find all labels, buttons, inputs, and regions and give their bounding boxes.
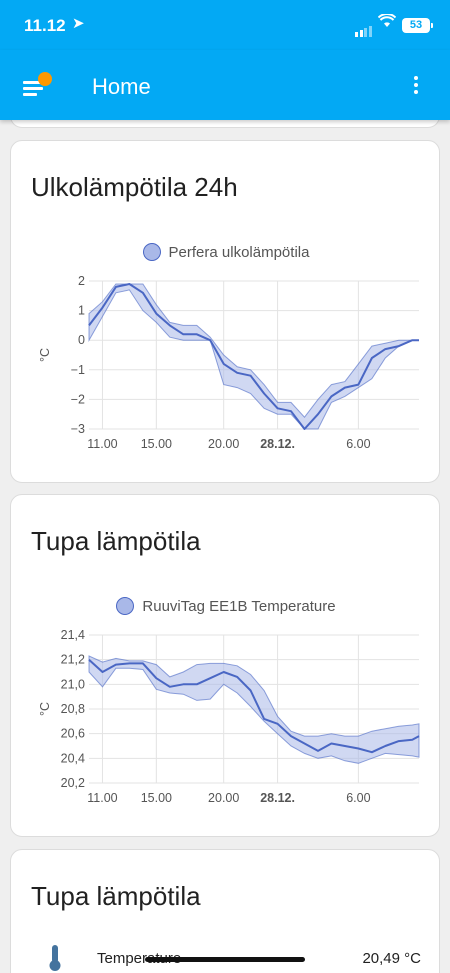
entities-card: Tupa lämpötila Temperature 20,49 °C <box>10 849 440 973</box>
legend-label: RuuviTag EE1B Temperature <box>142 598 336 615</box>
y-axis-label: °C <box>38 348 52 362</box>
outdoor-temperature-chart[interactable]: 2 1 0 −1 −2 −311.00 15.00 20.00 28.12. 6.00 °C <box>11 269 440 479</box>
min-max-band <box>88 283 419 430</box>
y-tick-label: 21,2 <box>61 653 85 667</box>
app-bar: Home <box>0 50 450 120</box>
y-tick-label: 1 <box>78 304 85 318</box>
indoor-temperature-chart[interactable]: 21,4 21,2 21,0 20,8 20,6 20,4 20,211.00 15.00 20… <box>11 623 440 833</box>
y-tick-label: 20,2 <box>61 776 85 790</box>
y-tick-label: 0 <box>78 333 85 347</box>
chart-legend[interactable]: Perfera ulkolämpötila <box>11 243 439 261</box>
y-tick-label: 20,8 <box>61 702 85 716</box>
min-max-band <box>88 655 420 764</box>
card-title: Tupa lämpötila <box>31 881 201 911</box>
x-tick-label: 6.00 <box>346 791 370 805</box>
y-tick-label: 2 <box>78 274 85 288</box>
location-arrow-icon: ➤ <box>72 15 85 32</box>
history-graph-card-outdoor: Ulkolämpötila 24h Perfera ulkolämpötila … <box>10 140 440 483</box>
entity-row-temperature[interactable]: Temperature 20,49 °C <box>11 940 439 973</box>
x-tick-label: 6.00 <box>346 437 370 451</box>
x-tick-label: 28.12. <box>260 791 295 805</box>
legend-swatch <box>116 597 135 615</box>
y-tick-label: −1 <box>71 363 85 377</box>
thermometer-icon <box>49 945 61 971</box>
notification-badge <box>38 72 52 86</box>
x-tick-label: 11.00 <box>87 437 117 451</box>
status-bar: 11.12 ➤ 53 <box>0 0 450 50</box>
y-tick-label: 20,4 <box>61 751 85 765</box>
menu-button[interactable] <box>18 70 52 100</box>
entity-name: Temperature <box>97 950 182 967</box>
x-tick-label: 15.00 <box>141 791 172 805</box>
battery-icon: 53 <box>402 18 433 33</box>
chart-legend[interactable]: RuuviTag EE1B Temperature <box>11 597 439 615</box>
more-options-button[interactable] <box>404 70 428 100</box>
series-line <box>88 658 420 754</box>
y-axis-label: °C <box>38 702 52 716</box>
entity-value: 20,49 °C <box>362 950 421 967</box>
x-tick-label: 15.00 <box>141 437 172 451</box>
cellular-signal-icon <box>355 19 373 37</box>
wifi-icon <box>377 13 397 32</box>
home-indicator <box>145 957 305 962</box>
history-graph-card-indoor: Tupa lämpötila RuuviTag EE1B Temperature… <box>10 494 440 837</box>
series-line <box>88 283 419 430</box>
card-title: Ulkolämpötila 24h <box>31 172 238 202</box>
y-tick-label: 21,4 <box>61 628 85 642</box>
card-title: Tupa lämpötila <box>31 526 201 556</box>
y-tick-label: 21,0 <box>61 677 85 691</box>
x-tick-label: 11.00 <box>87 791 117 805</box>
y-tick-label: 20,6 <box>61 727 85 741</box>
x-tick-label: 28.12. <box>260 437 295 451</box>
x-tick-label: 20.00 <box>208 437 239 451</box>
status-time: 11.12 <box>24 16 66 35</box>
legend-label: Perfera ulkolämpötila <box>168 244 310 261</box>
page-title: Home <box>92 74 151 99</box>
legend-swatch <box>142 243 161 261</box>
y-tick-label: −2 <box>71 392 85 406</box>
y-tick-label: −3 <box>71 422 85 436</box>
x-tick-label: 20.00 <box>208 791 239 805</box>
